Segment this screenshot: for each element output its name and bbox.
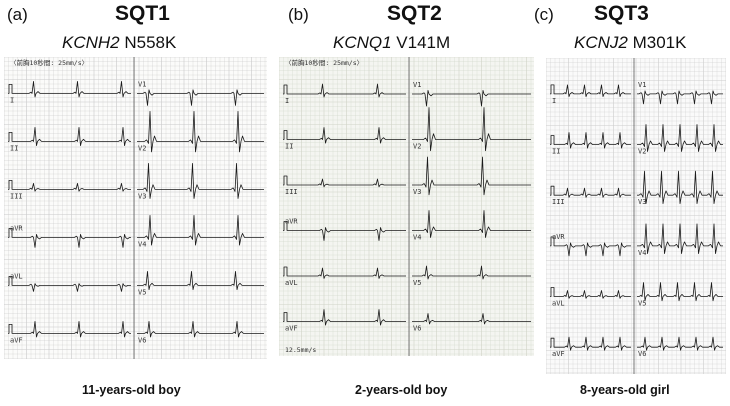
lead-label: II	[285, 143, 293, 151]
bottom-speed-label: 12.5mm/s	[285, 346, 316, 354]
lead-label: II	[552, 148, 560, 156]
gene-name: KCNQ1	[333, 33, 392, 52]
ecg-lead-trace	[412, 107, 531, 152]
ecg-lead-trace	[137, 271, 264, 290]
ecg-lead-trace	[637, 336, 723, 351]
lead-label: V2	[638, 148, 646, 156]
lead-label: I	[285, 97, 289, 105]
lead-label: aVF	[552, 350, 565, 358]
ecg-lead-trace	[412, 90, 531, 107]
lead-label: V5	[138, 288, 146, 296]
lead-label: V1	[638, 81, 646, 89]
ecg-lead-trace	[283, 309, 406, 326]
lead-label: V4	[138, 240, 146, 248]
ecg-lead-trace	[637, 124, 723, 152]
ecg-lead-trace	[8, 127, 131, 146]
gene-name: KCNJ2	[574, 33, 628, 52]
lead-label: aVL	[10, 272, 23, 280]
panel-title: SQT1	[115, 2, 170, 25]
ecg-lead-trace	[283, 221, 406, 241]
ecg-lead-trace	[137, 321, 264, 338]
ecg-lead-trace	[8, 228, 131, 248]
lead-label: V5	[638, 300, 646, 308]
lead-label: V1	[138, 80, 146, 88]
patient-caption: 2-years-old boy	[355, 383, 448, 397]
panel-b: (b) SQT2 KCNQ1 V141M I II III aVR aVL aVF V1 V2…	[270, 0, 540, 406]
ecg-lead-trace	[412, 210, 531, 238]
lead-label: V6	[138, 336, 146, 344]
ecg-lead-trace	[412, 313, 531, 325]
lead-label: aVR	[10, 224, 23, 232]
lead-label: V3	[638, 198, 646, 206]
ecg-lead-trace	[8, 81, 131, 98]
panel-title: SQT3	[594, 2, 649, 25]
lead-label: V2	[413, 143, 421, 151]
panel-letter: (a)	[7, 5, 28, 24]
ecg-lead-trace	[550, 236, 631, 257]
lead-label: aVR	[285, 218, 298, 226]
ecg-lead-trace	[137, 89, 264, 106]
recording-speed-label: 〈前胸10秒間: 25mm/s〉	[10, 58, 88, 67]
ecg-lead-trace	[8, 321, 131, 338]
ecg-strip-sqt3: I II III aVR aVL aVF V1 V2 V3 V4 V5 V6	[546, 58, 726, 374]
lead-label: V5	[413, 279, 421, 287]
lead-label: V6	[413, 325, 421, 333]
recording-speed-label: 〈前胸10秒間: 25mm/s〉	[285, 58, 363, 67]
ecg-lead-trace	[550, 84, 631, 97]
ecg-lead-trace	[550, 132, 631, 149]
ecg-lead-trace	[412, 265, 531, 280]
ecg-lead-trace	[283, 266, 406, 279]
lead-label: III	[552, 198, 565, 206]
ecg-lead-trace	[637, 223, 723, 254]
panel-title: SQT2	[387, 2, 442, 25]
ecg-strip-sqt1: I II III aVR aVL aVF V1 V2 V3 V4 V5 V6 〈前胸10秒間: 25mm…	[4, 57, 267, 359]
gene-mutation-label: KCNJ2 M301K	[574, 33, 686, 53]
lead-label: aVF	[285, 325, 298, 333]
ecg-strip-sqt2: I II III aVR aVL aVF V1 V2 V3 V4 V5 V6 〈前胸10秒間: 25mm…	[279, 57, 534, 356]
mutation-name: V141M	[391, 33, 451, 52]
gene-name: KCNH2	[62, 33, 120, 52]
ecg-lead-trace	[137, 163, 264, 199]
lead-label: I	[552, 97, 556, 105]
ecg-lead-trace	[283, 127, 406, 144]
ecg-lead-trace	[637, 282, 723, 302]
lead-label: I	[10, 96, 14, 104]
ecg-lead-trace	[550, 287, 631, 299]
lead-label: V6	[638, 350, 646, 358]
mutation-name: M301K	[627, 33, 687, 52]
ecg-lead-trace	[137, 111, 264, 153]
ecg-lead-trace	[550, 185, 631, 198]
patient-caption: 8-years-old girl	[580, 383, 670, 397]
ecg-lead-trace	[283, 175, 406, 188]
panel-c: (c) SQT3 KCNJ2 M301K I II III aVR aVL aVF V1 V2…	[534, 0, 730, 406]
gene-mutation-label: KCNQ1 V141M	[333, 33, 450, 53]
lead-label: II	[10, 144, 18, 152]
patient-caption: 11-years-old boy	[82, 383, 181, 397]
gene-mutation-label: KCNH2 N558K	[62, 33, 176, 53]
lead-label: V1	[413, 81, 421, 89]
ecg-lead-trace	[550, 336, 631, 351]
lead-label: III	[285, 188, 298, 196]
lead-label: aVF	[10, 336, 23, 344]
panel-a: (a) SQT1 KCNH2 N558K I II III aVR aVL aVF V1 V2…	[0, 0, 270, 406]
lead-label: V4	[413, 234, 421, 242]
lead-label: V3	[413, 188, 421, 196]
ecg-lead-trace	[283, 83, 406, 98]
lead-label: aVL	[552, 300, 565, 308]
panel-letter: (c)	[534, 5, 554, 24]
ecg-lead-trace	[637, 170, 723, 204]
lead-label: aVL	[285, 279, 298, 287]
lead-label: III	[10, 192, 23, 200]
ecg-lead-trace	[8, 276, 131, 292]
panel-letter: (b)	[288, 5, 309, 24]
lead-label: V2	[138, 144, 146, 152]
lead-label: V3	[138, 192, 146, 200]
lead-label: aVR	[552, 233, 565, 241]
ecg-lead-trace	[137, 215, 264, 246]
ecg-lead-trace	[8, 180, 131, 192]
lead-label: V4	[638, 249, 646, 257]
ecg-lead-trace	[637, 90, 723, 105]
ecg-lead-trace	[412, 156, 531, 196]
mutation-name: N558K	[119, 33, 177, 52]
